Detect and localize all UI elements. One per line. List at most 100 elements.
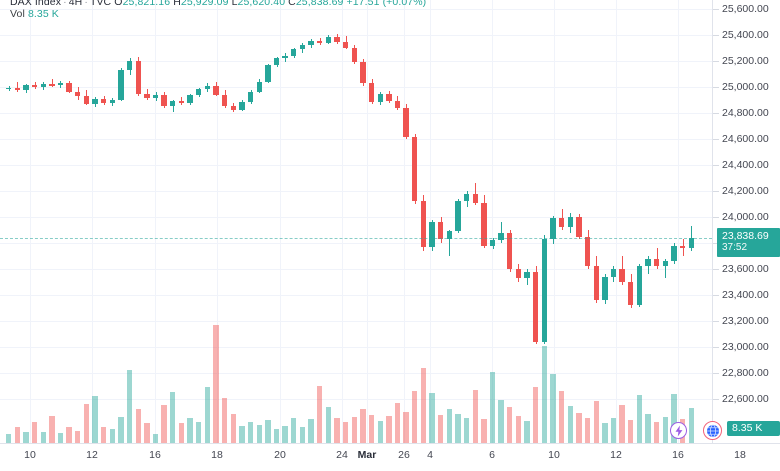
candle-body <box>118 70 124 100</box>
price-axis-tick-label: 23,000.00 <box>722 341 769 353</box>
volume-bar <box>57 433 64 443</box>
volume-bar <box>438 415 444 443</box>
grid-line-vertical <box>367 0 368 443</box>
candle-wick <box>35 81 36 89</box>
legend-close-value: 25,838.69 <box>295 0 344 8</box>
volume-bar <box>282 425 288 443</box>
time-axis-tick-label: 10 <box>548 449 560 461</box>
bar-countdown: 37:52 <box>722 242 748 253</box>
volume-bar <box>247 421 254 443</box>
price-axis-tick-label: 24,800.00 <box>722 107 769 119</box>
candle-body <box>204 85 211 89</box>
candle-body <box>152 94 159 99</box>
candle-body <box>679 245 686 249</box>
time-axis[interactable]: 10 12 16 18 20 24 26 Mar 4 6 10 12 16 18 <box>0 443 780 471</box>
tick-mark <box>713 87 719 88</box>
price-axis-tick: 24,600.00 <box>713 132 780 146</box>
volume-bar <box>567 406 573 443</box>
grid-line-horizontal <box>0 9 712 10</box>
candle-body <box>317 40 323 43</box>
volume-bar <box>5 434 12 443</box>
candle-body <box>498 232 504 241</box>
volume-bar <box>239 425 245 443</box>
price-axis-tick: 25,400.00 <box>713 28 780 42</box>
lightning-icon[interactable] <box>670 422 687 439</box>
price-axis-tick-label: 25,400.00 <box>722 29 769 41</box>
tick-mark <box>713 113 719 114</box>
volume-bar <box>291 417 297 443</box>
volume-bar <box>671 393 677 443</box>
price-axis-tick: 22,800.00 <box>713 366 780 380</box>
candle-wick <box>501 222 502 243</box>
time-axis-tick-label: 12 <box>610 449 622 461</box>
volume-bar <box>654 421 660 443</box>
grid-line-horizontal <box>0 399 712 400</box>
volume-bar <box>558 391 565 443</box>
candle-body <box>178 101 185 103</box>
candle-body <box>463 193 470 202</box>
legend-high-value: 25,929.09 <box>180 0 229 8</box>
candle-body <box>524 272 530 279</box>
time-axis-tick-label: 18 <box>211 449 223 461</box>
price-axis[interactable]: 25,600.00 25,400.00 25,200.00 25,000.00 24,8… <box>712 0 780 443</box>
legend-symbol[interactable]: DAX Index <box>10 0 62 8</box>
grid-line-vertical <box>92 0 93 443</box>
price-axis-tick-label: 22,600.00 <box>722 393 769 405</box>
volume-bar <box>550 374 556 443</box>
legend-interval[interactable]: 4H <box>68 0 83 8</box>
price-chart-pane[interactable] <box>0 0 712 443</box>
candle-body <box>541 239 548 342</box>
volume-bar <box>403 411 409 443</box>
volume-bar <box>489 371 496 443</box>
current-price-line <box>0 238 712 239</box>
volume-bar <box>204 387 211 443</box>
grid-line-vertical <box>404 0 405 443</box>
grid-line-horizontal <box>0 35 712 36</box>
volume-bar <box>576 412 582 443</box>
candle-body <box>299 45 306 50</box>
price-axis-tick: 24,200.00 <box>713 184 780 198</box>
volume-bar <box>40 432 46 443</box>
volume-bar <box>351 416 357 443</box>
volume-bar <box>455 413 461 443</box>
grid-line-vertical <box>678 0 679 443</box>
volume-bar <box>325 406 331 443</box>
volume-badge[interactable]: 8.35 K <box>727 421 780 436</box>
candle-body <box>230 105 236 110</box>
candle-body <box>636 266 643 306</box>
volume-bar <box>31 421 38 443</box>
legend-low-label: L <box>231 0 238 8</box>
candle-body <box>273 58 280 65</box>
volume-bar <box>662 416 668 443</box>
candle-body <box>187 95 193 103</box>
legend-volume-row: Vol 8.35 K <box>10 8 426 20</box>
legend-exchange: TVC <box>89 0 112 8</box>
time-axis-tick-label: 12 <box>86 449 98 461</box>
volume-bar <box>135 409 141 443</box>
volume-bar <box>213 325 219 443</box>
volume-bar <box>230 413 236 443</box>
price-axis-tick-label: 24,400.00 <box>722 159 769 171</box>
candle-body <box>265 64 271 82</box>
tick-mark <box>713 217 719 218</box>
grid-line-horizontal <box>0 139 712 140</box>
volume-bar <box>66 426 72 443</box>
volume-bar <box>619 404 625 443</box>
price-axis-tick: 24,400.00 <box>713 158 780 172</box>
volume-bar <box>602 422 608 443</box>
volume-bar <box>386 415 392 443</box>
volume-bar <box>394 402 401 443</box>
tick-mark <box>713 61 719 62</box>
volume-bar <box>541 345 548 443</box>
current-price-badge[interactable]: 23,838.69 37:52 <box>717 228 780 257</box>
grid-line-vertical <box>342 0 343 443</box>
tick-mark <box>713 295 719 296</box>
candle-body <box>619 269 625 282</box>
volume-bar <box>273 429 280 443</box>
volume-bar <box>101 426 107 443</box>
tick-mark <box>713 321 719 322</box>
globe-icon[interactable] <box>703 421 722 440</box>
price-axis-tick: 25,600.00 <box>713 2 780 16</box>
grid-line-horizontal <box>0 295 712 296</box>
candle-body <box>196 88 202 96</box>
